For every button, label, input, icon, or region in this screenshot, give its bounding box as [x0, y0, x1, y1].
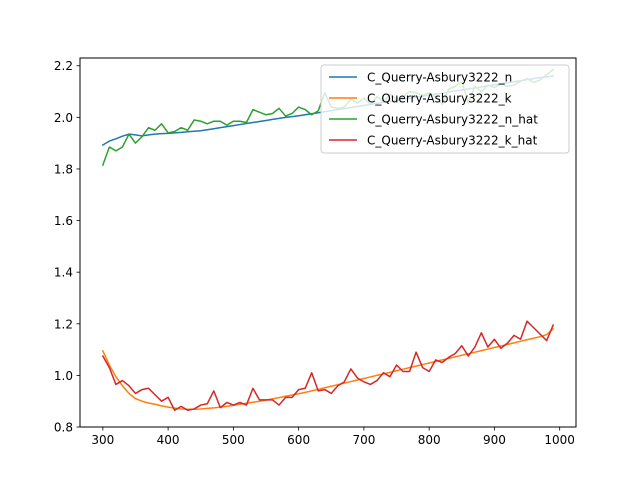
x-tick-label: 600 — [287, 433, 310, 447]
plot-frame — [79, 57, 577, 428]
legend-label-0: C_Querry-Asbury3222_n — [367, 71, 512, 85]
y-tick-label: 2.2 — [54, 59, 73, 73]
y-tick-label: 1.0 — [54, 369, 73, 383]
legend-label-3: C_Querry-Asbury3222_k_hat — [367, 134, 538, 148]
x-tick-label: 1000 — [544, 433, 575, 447]
x-tick-label: 900 — [483, 433, 506, 447]
legend-label-1: C_Querry-Asbury3222_k — [367, 92, 512, 106]
series-line-3 — [101, 320, 555, 411]
x-tick-label: 700 — [352, 433, 375, 447]
x-tick-label: 400 — [157, 433, 180, 447]
legend-box — [320, 64, 570, 154]
y-axis: 0.8 1.0 1.2 1.4 1.6 1.8 2.0 2.2 — [54, 59, 80, 435]
x-tick-label: 500 — [222, 433, 245, 447]
legend: C_Querry-Asbury3222_n C_Querry-Asbury3222… — [320, 64, 570, 154]
y-tick-label: 2.0 — [54, 111, 73, 125]
x-tick-label: 800 — [418, 433, 441, 447]
y-tick-label: 1.8 — [54, 162, 73, 176]
y-tick-label: 1.4 — [54, 266, 73, 280]
y-tick-label: 0.8 — [54, 421, 73, 435]
x-tick-label: 300 — [91, 433, 114, 447]
legend-label-2: C_Querry-Asbury3222_n_hat — [367, 113, 538, 127]
y-tick-label: 1.2 — [54, 317, 73, 331]
x-axis: 300 400 500 600 700 800 900 1000 — [91, 427, 575, 447]
y-tick-label: 1.6 — [54, 214, 73, 228]
